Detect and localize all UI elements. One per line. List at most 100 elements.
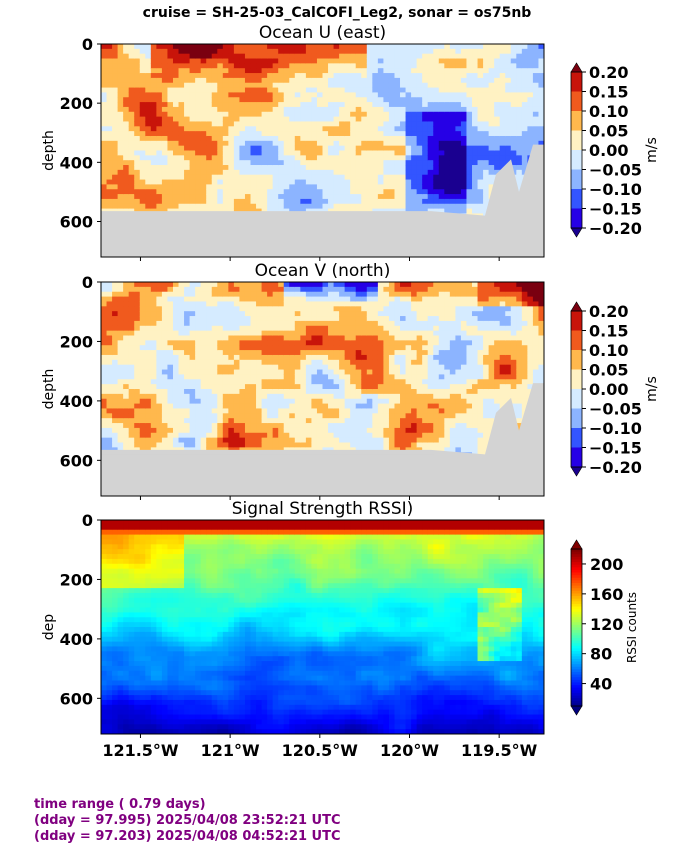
heatmap-cell bbox=[394, 155, 401, 161]
heatmap-cell bbox=[206, 179, 213, 185]
heatmap-cell bbox=[350, 423, 357, 429]
heatmap-cell bbox=[123, 291, 130, 298]
heatmap-cell bbox=[388, 413, 395, 419]
heatmap-cell bbox=[427, 145, 434, 151]
heatmap-cell bbox=[383, 418, 390, 424]
heatmap-cell bbox=[184, 359, 191, 366]
heatmap-cell bbox=[272, 111, 279, 118]
heatmap-cell bbox=[156, 106, 163, 113]
heatmap-cell bbox=[161, 311, 168, 317]
heatmap-cell bbox=[305, 48, 312, 55]
heatmap-cell bbox=[195, 354, 202, 361]
heatmap-cell bbox=[184, 44, 191, 50]
heatmap-cell bbox=[233, 169, 240, 176]
heatmap-cell bbox=[161, 427, 168, 434]
heatmap-cell bbox=[195, 350, 202, 356]
heatmap-cell bbox=[244, 398, 252, 405]
heatmap-cell bbox=[305, 111, 312, 118]
heatmap-cell bbox=[195, 432, 202, 439]
heatmap-cell bbox=[172, 126, 180, 132]
heatmap-cell bbox=[101, 359, 108, 366]
heatmap-cell bbox=[361, 145, 368, 151]
heatmap-cell bbox=[283, 179, 290, 185]
heatmap-cell bbox=[372, 379, 379, 385]
heatmap-cell bbox=[167, 384, 174, 390]
heatmap-cell bbox=[394, 145, 401, 151]
heatmap-cell bbox=[217, 63, 224, 69]
heatmap-cell bbox=[228, 73, 235, 79]
heatmap-cell bbox=[217, 384, 224, 390]
heatmap-cell bbox=[355, 316, 362, 322]
heatmap-cell bbox=[305, 169, 312, 176]
heatmap-cell bbox=[278, 354, 285, 361]
heatmap-cell bbox=[322, 350, 329, 356]
heatmap-cell bbox=[294, 437, 301, 443]
heatmap-cell bbox=[538, 102, 545, 108]
heatmap-cell bbox=[350, 393, 357, 400]
heatmap-cell bbox=[311, 311, 318, 317]
heatmap-cell bbox=[228, 359, 235, 366]
heatmap-cell bbox=[150, 82, 157, 89]
heatmap-cell bbox=[283, 169, 290, 176]
heatmap-cell bbox=[300, 145, 307, 151]
heatmap-cell bbox=[438, 208, 445, 214]
heatmap-cell bbox=[427, 155, 434, 161]
heatmap-cell bbox=[294, 198, 301, 205]
heatmap-cell bbox=[206, 121, 213, 127]
heatmap-cell bbox=[339, 116, 346, 122]
heatmap-cell bbox=[250, 145, 257, 151]
heatmap-cell bbox=[355, 145, 362, 151]
heatmap-cell bbox=[156, 189, 163, 195]
heatmap-cell bbox=[106, 106, 113, 113]
heatmap-cell bbox=[311, 384, 318, 390]
heatmap-cell bbox=[206, 160, 213, 166]
heatmap-cell bbox=[499, 92, 506, 98]
heatmap-cell bbox=[411, 73, 418, 79]
heatmap-cell bbox=[261, 174, 268, 181]
heatmap-cell bbox=[294, 432, 301, 439]
heatmap-cell bbox=[532, 102, 539, 108]
heatmap-cell bbox=[167, 325, 174, 332]
heatmap-cell bbox=[167, 121, 174, 127]
heatmap-cell bbox=[178, 68, 185, 74]
heatmap-cell bbox=[339, 316, 346, 322]
heatmap-cell bbox=[184, 408, 191, 414]
heatmap-cell bbox=[344, 437, 351, 443]
heatmap-cell bbox=[283, 364, 290, 371]
heatmap-cell bbox=[422, 150, 429, 156]
heatmap-cell bbox=[333, 316, 340, 322]
heatmap-cell bbox=[178, 58, 185, 64]
heatmap-cell bbox=[150, 53, 157, 60]
heatmap-cell bbox=[510, 165, 517, 171]
heatmap-cell bbox=[167, 364, 174, 371]
heatmap-cell bbox=[228, 306, 235, 312]
heatmap-cell bbox=[510, 82, 517, 89]
heatmap-cell bbox=[161, 389, 168, 395]
heatmap-cell bbox=[189, 369, 196, 375]
heatmap-cell bbox=[261, 126, 268, 132]
heatmap-cell bbox=[267, 296, 274, 302]
heatmap-cell bbox=[167, 135, 174, 142]
heatmap-cell bbox=[206, 311, 213, 317]
heatmap-cell bbox=[521, 145, 528, 151]
heatmap-cell bbox=[244, 174, 252, 181]
heatmap-cell bbox=[394, 77, 401, 84]
heatmap-cell bbox=[184, 286, 191, 293]
heatmap-cell bbox=[300, 369, 307, 375]
heatmap-cell bbox=[344, 150, 351, 156]
heatmap-cell bbox=[427, 63, 434, 69]
heatmap-cell bbox=[145, 364, 152, 371]
heatmap-cell bbox=[361, 389, 368, 395]
heatmap-cell bbox=[123, 97, 130, 103]
heatmap-cell bbox=[322, 413, 329, 419]
heatmap-cell bbox=[211, 306, 218, 312]
heatmap-cell bbox=[366, 140, 373, 147]
heatmap-cell bbox=[444, 198, 451, 205]
heatmap-cell bbox=[112, 350, 119, 356]
heatmap-cell bbox=[106, 53, 113, 60]
heatmap-cell bbox=[355, 73, 362, 79]
heatmap-cell bbox=[278, 282, 285, 288]
heatmap-cell bbox=[383, 53, 390, 60]
heatmap-cell bbox=[134, 340, 141, 346]
heatmap-cell bbox=[184, 369, 191, 375]
